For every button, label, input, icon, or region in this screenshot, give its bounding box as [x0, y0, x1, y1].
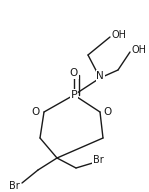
Text: N: N [96, 71, 104, 81]
Text: O: O [32, 107, 40, 117]
Text: OH: OH [132, 45, 147, 55]
Text: P: P [71, 90, 77, 100]
Text: O: O [70, 68, 78, 78]
Text: OH: OH [112, 30, 127, 40]
Text: Br: Br [9, 181, 19, 191]
Text: O: O [103, 107, 111, 117]
Text: Br: Br [93, 155, 103, 165]
